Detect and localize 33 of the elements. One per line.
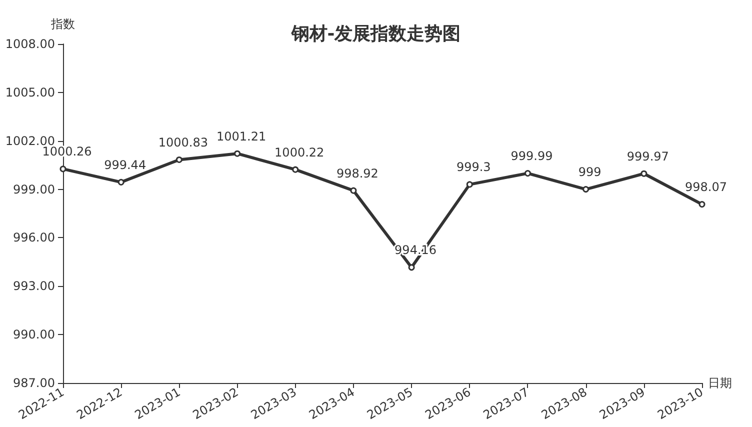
point xyxy=(118,178,124,186)
point xyxy=(60,166,66,172)
data-label: 999.97 xyxy=(626,149,669,164)
y-axis-title: 指数 xyxy=(50,17,75,31)
data-label: 999.3 xyxy=(456,160,491,174)
y-tick-label: 996.00 xyxy=(13,230,55,245)
point xyxy=(176,156,182,163)
point xyxy=(292,166,299,173)
data-label: 1001.21 xyxy=(216,129,266,144)
data-label: 1000.22 xyxy=(274,145,324,160)
x-axis-title: 日期 xyxy=(708,376,732,390)
data-label: 999 xyxy=(578,165,602,180)
point xyxy=(582,186,590,193)
y-tick-label: 987.00 xyxy=(13,376,55,390)
y-tick-label: 1005.00 xyxy=(5,85,55,100)
y-tick-label: 999.00 xyxy=(13,182,55,196)
y-tick-label: 1008.00 xyxy=(5,37,55,51)
y-tick-label: 993.00 xyxy=(13,279,55,294)
point xyxy=(408,264,415,271)
chart-title: 钢材-发展指数走势图 xyxy=(290,24,461,44)
data-label: 999.99 xyxy=(510,149,553,164)
data-label: 1000.83 xyxy=(158,135,208,150)
data-label: 999.44 xyxy=(104,158,146,172)
data-label: 998.92 xyxy=(336,166,378,180)
y-tick-label: 990.00 xyxy=(13,328,55,342)
point xyxy=(234,150,241,157)
point xyxy=(466,181,473,188)
point xyxy=(698,201,706,208)
y-tick-label: 1002.00 xyxy=(5,134,55,148)
point xyxy=(640,170,648,177)
point xyxy=(524,170,531,177)
data-label: 998.07 xyxy=(685,180,727,194)
point xyxy=(350,187,357,194)
